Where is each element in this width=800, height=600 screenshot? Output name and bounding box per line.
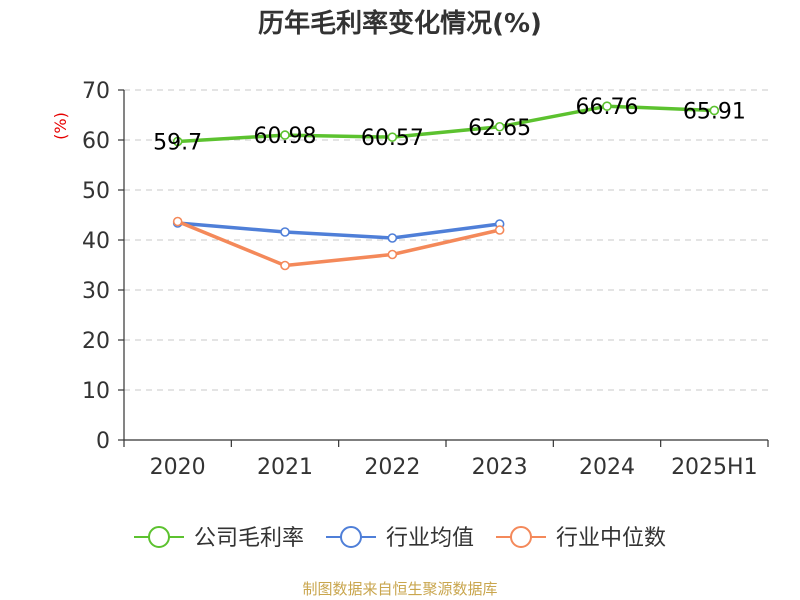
legend-item: 公司毛利率 bbox=[134, 526, 304, 551]
y-tick-label: 50 bbox=[82, 179, 110, 204]
legend-label: 行业均值 bbox=[386, 526, 474, 551]
y-tick-label: 60 bbox=[82, 129, 110, 154]
x-tick-label: 2023 bbox=[472, 455, 528, 480]
series-line-0 bbox=[175, 104, 717, 144]
axes: 0 10 20 30 40 50 60 70 2020 2021 2022 2023 2024 2025H… bbox=[82, 79, 769, 480]
data-point bbox=[709, 105, 720, 116]
y-tick-label: 0 bbox=[96, 429, 110, 454]
legend-marker-circle bbox=[148, 526, 170, 548]
legend: 公司毛利率 行业均值 行业中位数 bbox=[134, 526, 666, 551]
data-label: 65.91 bbox=[683, 99, 746, 124]
data-labels: 59.7 60.98 60.57 62.65 66.76 65.91 bbox=[153, 95, 746, 155]
x-tick-label: 2024 bbox=[579, 455, 635, 480]
y-tick-label: 40 bbox=[82, 229, 110, 254]
data-point bbox=[387, 233, 398, 243]
series-group bbox=[172, 101, 720, 271]
data-point bbox=[172, 216, 183, 227]
data-label: 60.98 bbox=[254, 124, 317, 149]
legend-label: 公司毛利率 bbox=[194, 526, 304, 551]
series-line-1 bbox=[175, 221, 502, 240]
data-point bbox=[172, 136, 183, 147]
data-label: 62.65 bbox=[468, 116, 531, 141]
data-point bbox=[387, 132, 398, 142]
data-point bbox=[387, 249, 398, 260]
source-note: 制图数据来自恒生聚源数据库 bbox=[302, 580, 497, 598]
series-line-2 bbox=[175, 219, 502, 268]
chart-title: 历年毛利率变化情况(%) bbox=[258, 8, 542, 39]
y-axis-unit: (%) bbox=[51, 112, 70, 140]
legend-marker-circle bbox=[510, 526, 532, 548]
y-tick-label: 70 bbox=[82, 79, 110, 104]
data-point bbox=[494, 225, 505, 235]
data-point bbox=[602, 101, 612, 111]
x-tick-label: 2021 bbox=[257, 455, 313, 480]
grid-lines bbox=[124, 89, 768, 391]
data-label: 59.7 bbox=[153, 131, 202, 156]
x-tick-label: 2022 bbox=[364, 455, 420, 480]
legend-marker-circle bbox=[340, 526, 362, 548]
data-label: 66.76 bbox=[576, 95, 639, 120]
data-point bbox=[494, 121, 505, 132]
data-point bbox=[280, 260, 290, 271]
legend-item: 行业中位数 bbox=[496, 526, 666, 551]
x-tick-label: 2025H1 bbox=[671, 455, 758, 480]
y-tick-label: 10 bbox=[82, 379, 110, 404]
data-label: 60.57 bbox=[361, 126, 424, 151]
legend-item: 行业均值 bbox=[326, 526, 474, 551]
data-point bbox=[280, 227, 290, 237]
y-tick-label: 20 bbox=[82, 329, 110, 354]
y-tick-label: 30 bbox=[82, 279, 110, 304]
x-tick-label: 2020 bbox=[150, 455, 206, 480]
legend-label: 行业中位数 bbox=[556, 526, 666, 551]
data-point bbox=[280, 130, 290, 140]
